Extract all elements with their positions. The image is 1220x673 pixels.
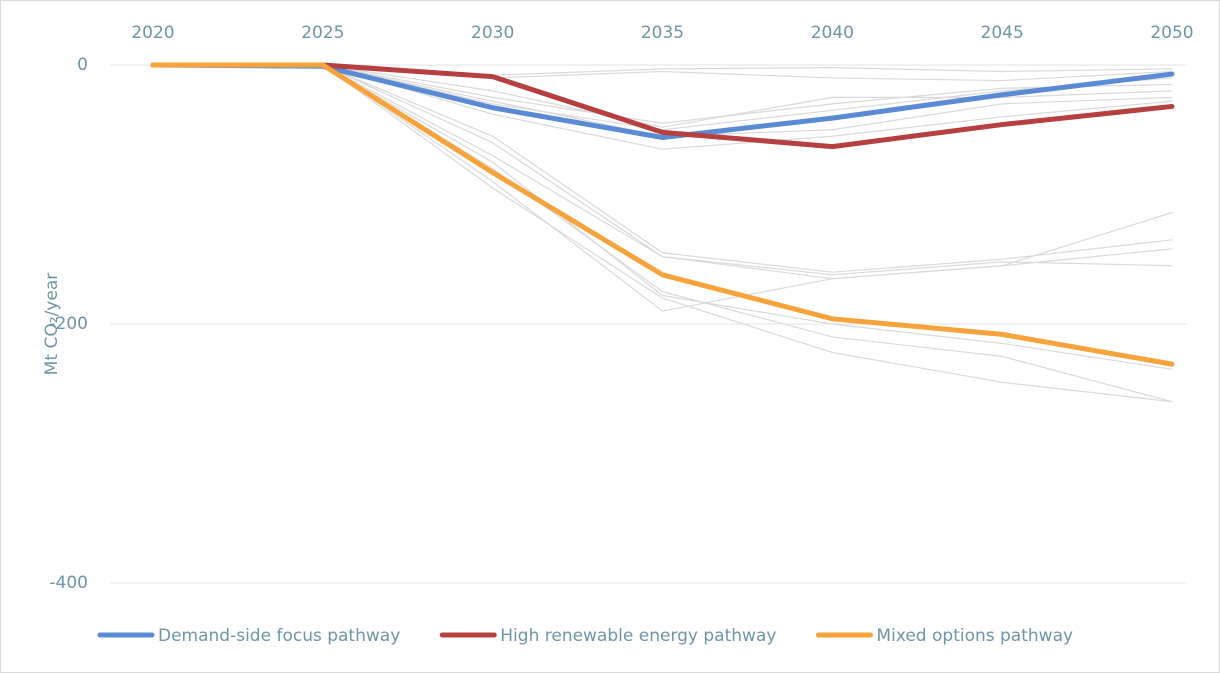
legend: Demand-side focus pathway High renewable … [97, 626, 1073, 646]
x-tick-label: 2050 [1150, 23, 1193, 43]
x-tick-label: 2025 [301, 23, 344, 43]
x-tick-label: 2040 [811, 23, 854, 43]
y-tick-label: 0 [77, 55, 88, 75]
x-tick-label: 2035 [641, 23, 684, 43]
legend-label: High renewable energy pathway [500, 626, 776, 646]
y-tick-label: -400 [49, 573, 88, 593]
legend-label: Demand-side focus pathway [158, 626, 400, 646]
x-tick-label: 2020 [131, 23, 174, 43]
legend-label: Mixed options pathway [876, 626, 1073, 646]
series-line [150, 62, 1175, 367]
y-axis-label: Mt CO₂/year [42, 273, 62, 375]
x-tick-label: 2045 [981, 23, 1024, 43]
x-tick-label: 2030 [471, 23, 514, 43]
y-tick-label: -200 [49, 314, 88, 334]
